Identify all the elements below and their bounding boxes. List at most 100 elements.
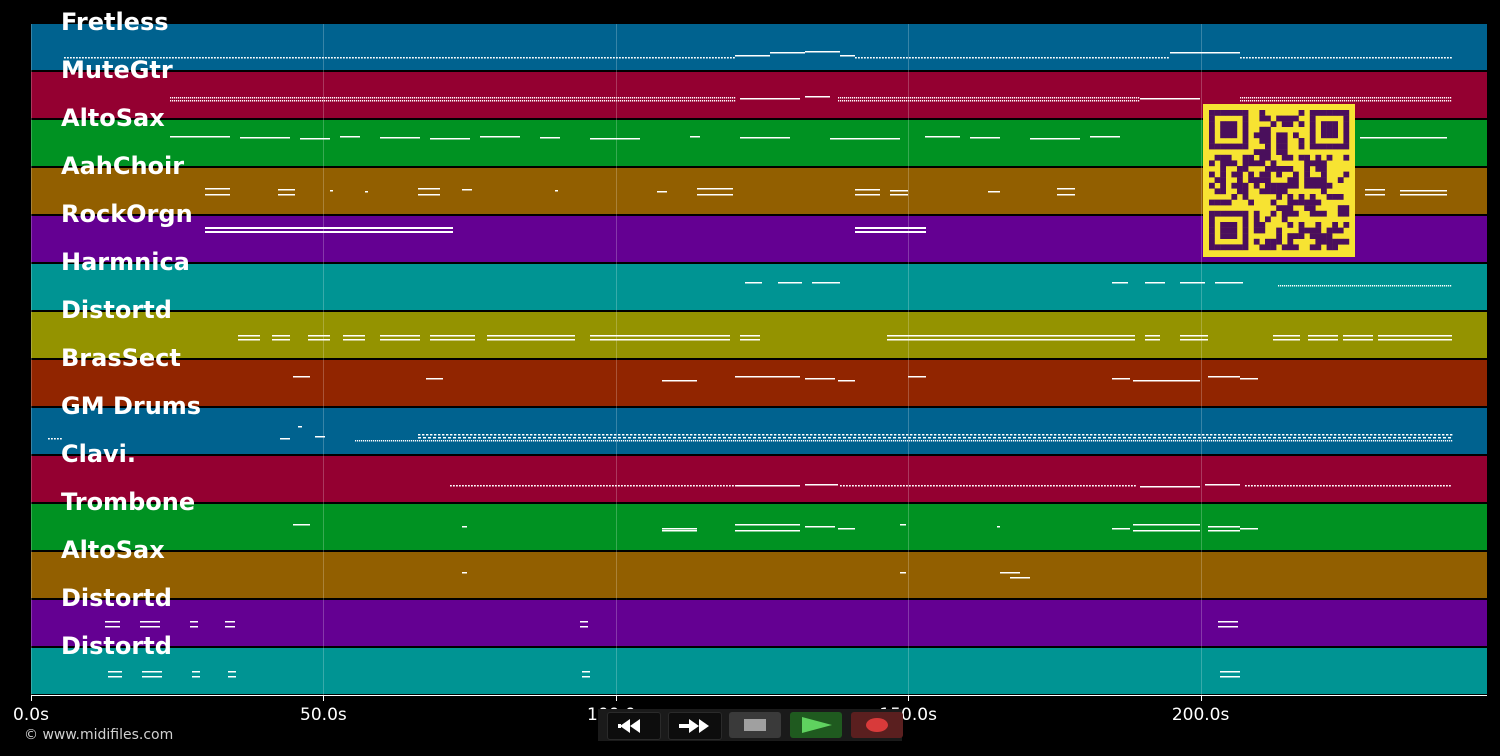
note (798, 437, 801, 439)
note (996, 97, 998, 99)
note (1336, 97, 1338, 99)
note (238, 100, 240, 102)
note (1270, 97, 1272, 99)
track-lane[interactable] (31, 24, 1487, 70)
note (448, 57, 450, 59)
note (616, 100, 618, 102)
track-lane[interactable] (31, 264, 1487, 310)
note (196, 57, 198, 59)
note (701, 440, 703, 442)
note (1018, 100, 1020, 102)
note (1008, 57, 1010, 59)
note (510, 100, 512, 102)
note (618, 434, 621, 436)
note (529, 57, 531, 59)
note (1378, 285, 1380, 287)
note (1218, 621, 1238, 623)
note (918, 57, 920, 59)
note (443, 440, 445, 442)
note (815, 440, 817, 442)
record-button[interactable] (851, 712, 903, 738)
note (1338, 285, 1340, 287)
note (491, 440, 493, 442)
note (1313, 440, 1315, 442)
note (624, 97, 626, 99)
note (407, 440, 409, 442)
note (1421, 440, 1423, 442)
note (366, 100, 368, 102)
note (1446, 485, 1448, 487)
note (1374, 434, 1377, 436)
track-lane[interactable] (31, 408, 1487, 454)
note (524, 97, 526, 99)
stop-button[interactable] (729, 712, 781, 738)
note (743, 440, 745, 442)
note (435, 440, 437, 442)
note (458, 100, 460, 102)
note (904, 97, 906, 99)
note (1060, 100, 1062, 102)
track-lane[interactable] (31, 456, 1487, 502)
note (106, 57, 108, 59)
note (1378, 100, 1380, 102)
note (748, 437, 751, 439)
note (912, 100, 914, 102)
note (574, 57, 576, 59)
note (572, 100, 574, 102)
note (1035, 57, 1037, 59)
note (986, 434, 989, 436)
note (478, 437, 481, 439)
note (562, 100, 564, 102)
note (513, 440, 515, 442)
note (1416, 100, 1418, 102)
note (436, 100, 438, 102)
rewind-button[interactable] (607, 712, 661, 740)
note (238, 335, 260, 337)
track-lane[interactable] (31, 504, 1487, 550)
note (1346, 285, 1348, 287)
note (921, 440, 923, 442)
note (340, 97, 342, 99)
play-button[interactable] (790, 712, 842, 738)
note (1368, 437, 1371, 439)
note (689, 440, 691, 442)
note (1386, 285, 1388, 287)
note (1407, 485, 1409, 487)
note (1068, 100, 1070, 102)
note (352, 100, 354, 102)
note (916, 100, 918, 102)
note (1227, 440, 1229, 442)
note (310, 97, 312, 99)
note (1335, 485, 1337, 487)
note (846, 485, 848, 487)
note (205, 188, 230, 190)
note (1128, 485, 1130, 487)
note (1437, 440, 1439, 442)
track-lane[interactable] (31, 648, 1487, 694)
note (590, 97, 592, 99)
note (716, 100, 718, 102)
note (1301, 440, 1303, 442)
note (993, 57, 995, 59)
note (1231, 440, 1233, 442)
note (630, 100, 632, 102)
track-lane[interactable] (31, 360, 1487, 406)
note (570, 434, 573, 436)
note (888, 97, 890, 99)
note (550, 57, 552, 59)
note (1326, 485, 1328, 487)
note (847, 440, 849, 442)
note (462, 572, 467, 574)
note (420, 97, 422, 99)
note (151, 57, 153, 59)
note (970, 100, 972, 102)
track-lane[interactable] (31, 552, 1487, 598)
note (1360, 57, 1362, 59)
note (1303, 440, 1305, 442)
fast-forward-button[interactable] (668, 712, 722, 740)
note (1292, 100, 1294, 102)
note (529, 440, 531, 442)
note (874, 434, 877, 436)
track-lane[interactable] (31, 600, 1487, 646)
note (696, 485, 698, 487)
